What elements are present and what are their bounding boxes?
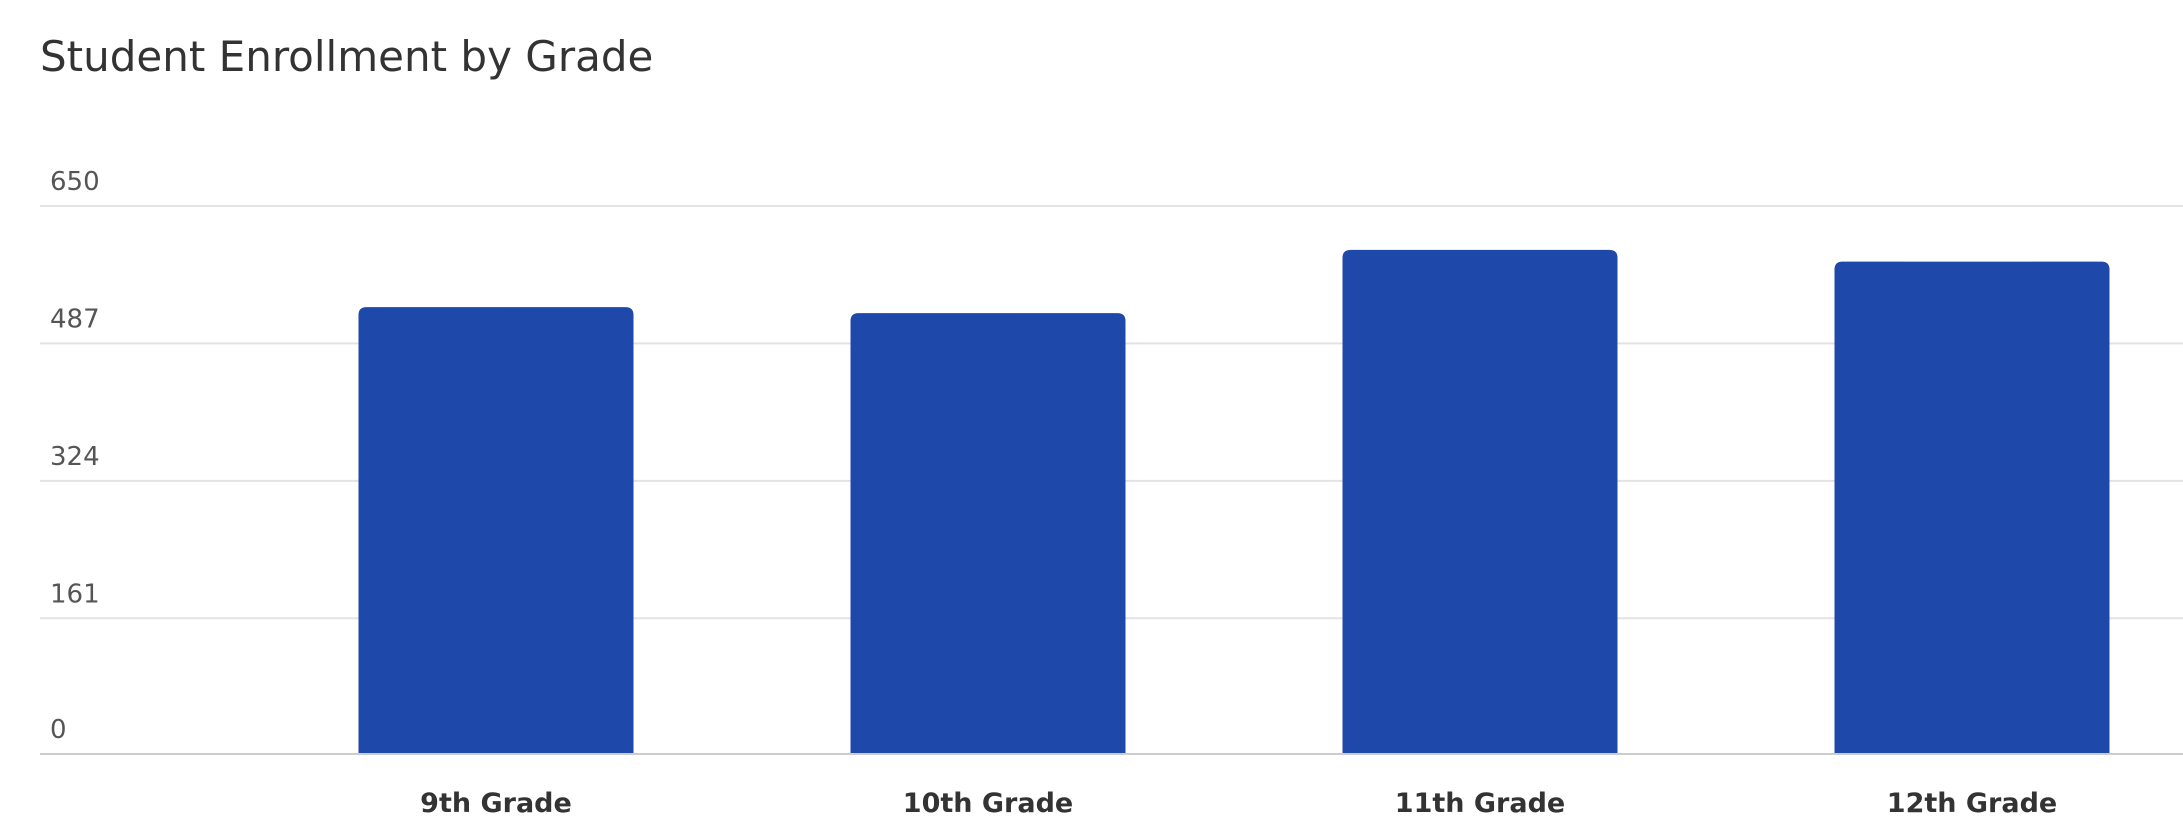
bar-9th-grade xyxy=(358,307,634,754)
bar-10th-grade xyxy=(850,313,1126,754)
x-tick-label: 10th Grade xyxy=(903,788,1073,819)
bar-12th-grade xyxy=(1834,261,2110,754)
y-tick-label: 650 xyxy=(50,167,100,197)
y-tick-label: 324 xyxy=(50,442,100,472)
y-axis-ticks: 0 161 324 487 650 xyxy=(50,167,100,745)
y-tick-label: 0 xyxy=(50,715,67,745)
bars xyxy=(358,249,2110,754)
y-tick-label: 161 xyxy=(50,579,100,609)
y-tick-label: 487 xyxy=(50,304,100,334)
x-tick-label: 9th Grade xyxy=(420,788,572,819)
x-axis-labels: 9th Grade 10th Grade 11th Grade 12th Grade xyxy=(420,788,2057,819)
chart-title: Student Enrollment by Grade xyxy=(40,32,654,81)
x-tick-label: 12th Grade xyxy=(1887,788,2057,819)
bar-11th-grade xyxy=(1342,249,1618,754)
x-tick-label: 11th Grade xyxy=(1395,788,1565,819)
